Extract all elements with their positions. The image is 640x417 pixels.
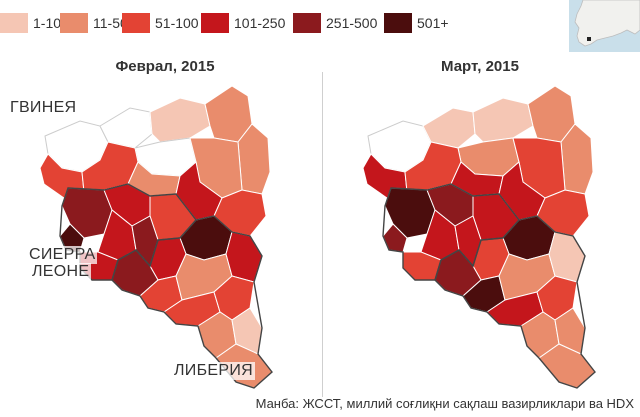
label-sierra-leone-line1: СИЕРРА	[27, 246, 98, 264]
legend-swatch	[122, 13, 150, 33]
legend-swatch	[293, 13, 321, 33]
border-liberia	[434, 215, 596, 389]
region-guinea-n2	[472, 97, 534, 143]
region-guinea-n2	[149, 97, 211, 143]
legend-item-101-250: 101-250	[201, 12, 285, 34]
legend-label: 101-250	[234, 15, 286, 31]
source-note: Манба: ЖССТ, миллий соғлиқни сақлаш вази…	[255, 396, 634, 411]
legend-label: 251-500	[326, 15, 378, 31]
border-liberia	[111, 215, 273, 389]
label-liberia: ЛИБЕРИЯ	[172, 362, 255, 380]
legend-item-501-plus: 501+	[384, 12, 449, 34]
africa-locator-map	[569, 0, 640, 52]
legend-item-51-100: 51-100	[122, 12, 199, 34]
map-title-march: Март, 2015	[441, 58, 519, 75]
legend-swatch	[201, 13, 229, 33]
legend-swatch	[60, 13, 88, 33]
map-february	[0, 76, 320, 401]
legend-swatch	[384, 13, 412, 33]
legend-label: 1-10	[33, 15, 62, 31]
legend-swatch	[0, 13, 28, 33]
map-divider	[322, 72, 323, 397]
legend-item-251-500: 251-500	[293, 12, 377, 34]
legend-item-11-50: 11-50	[60, 12, 128, 34]
legend-label: 11-50	[93, 15, 128, 31]
legend-label: 501+	[417, 15, 449, 31]
legend-item-1-10: 1-10	[0, 12, 61, 34]
legend-label: 51-100	[155, 15, 199, 31]
map-march	[328, 76, 628, 401]
label-guinea: ГВИНЕЯ	[8, 99, 79, 117]
label-sierra-leone-line2: ЛЕОНЕ	[30, 263, 92, 281]
map-title-february: Феврал, 2015	[115, 58, 215, 75]
